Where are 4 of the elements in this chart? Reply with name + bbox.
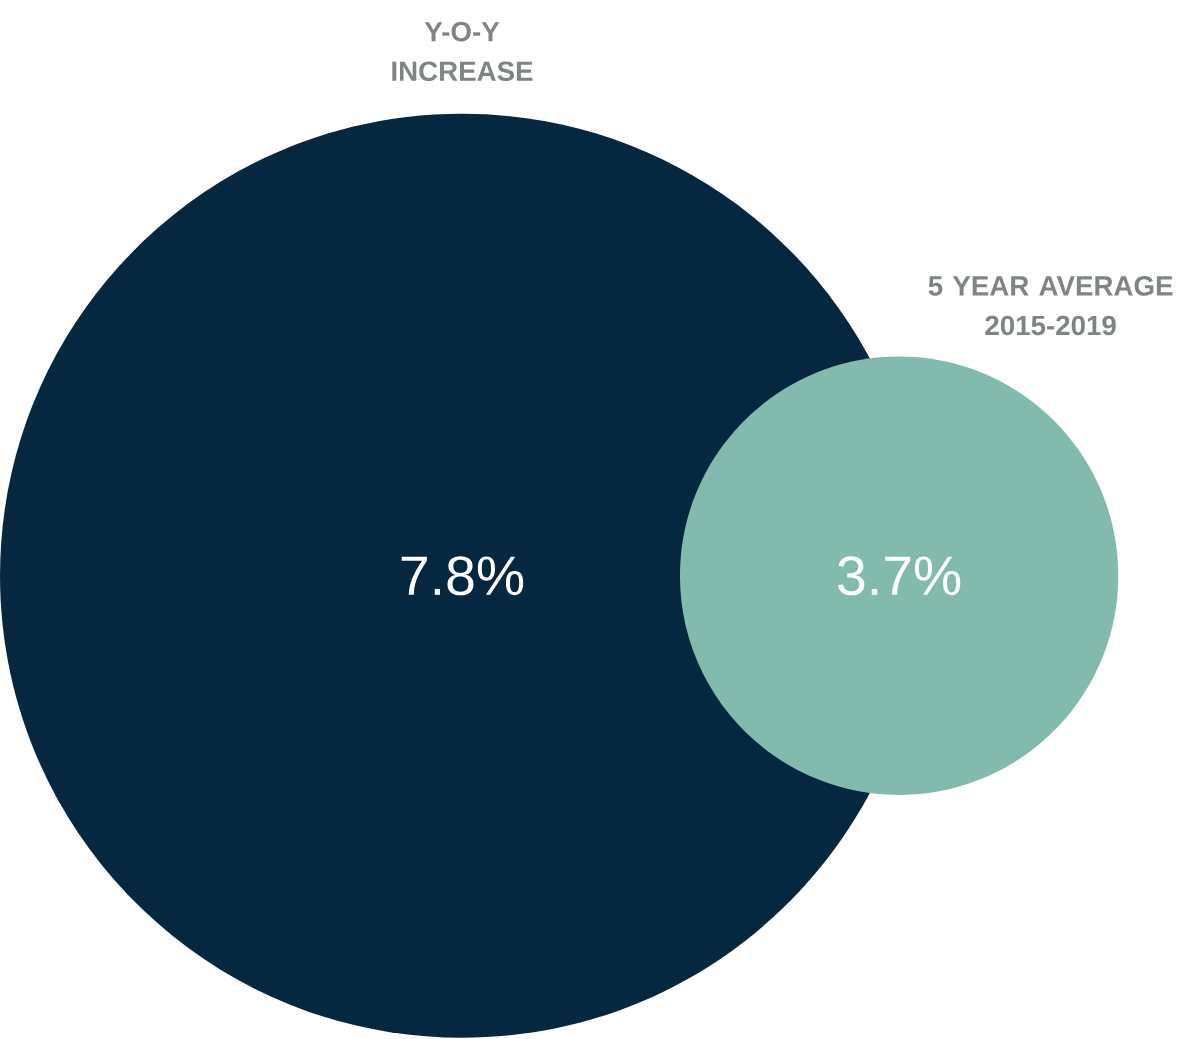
category-label: Y-O-Y INCREASE <box>392 21 533 82</box>
data-label: 3.7% <box>838 556 961 596</box>
category-label: 5 YEAR AVERAGE 2015-2019 <box>928 276 1173 336</box>
data-label: 7.8% <box>401 556 524 596</box>
